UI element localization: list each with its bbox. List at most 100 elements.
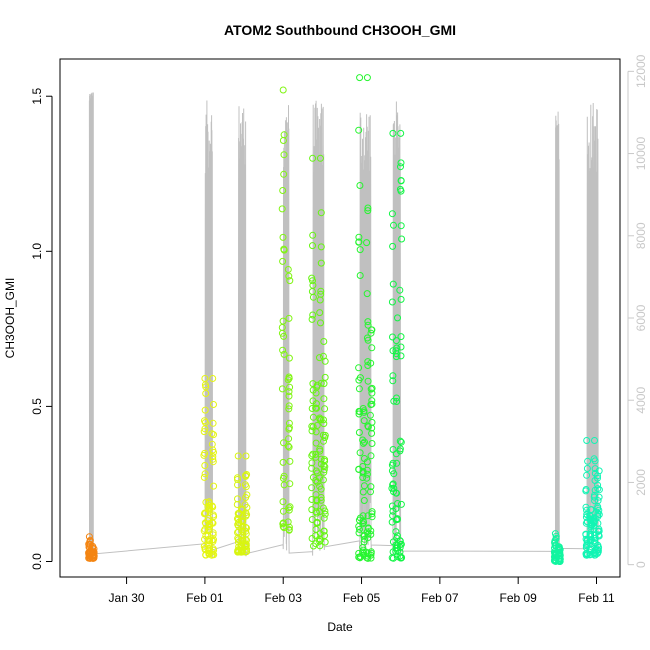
data-point — [285, 425, 293, 433]
data-point — [591, 491, 598, 499]
data-point — [242, 509, 250, 517]
data-point — [234, 536, 242, 544]
data-point — [389, 129, 397, 137]
data-point — [367, 531, 375, 538]
data-point — [320, 338, 328, 345]
data-point — [317, 494, 325, 501]
data-point — [285, 354, 293, 362]
data-point — [389, 372, 397, 380]
data-point — [363, 239, 371, 247]
data-point — [367, 452, 375, 460]
data-point — [594, 541, 601, 549]
data-point — [320, 527, 328, 535]
data-point — [308, 405, 316, 412]
data-point — [317, 287, 325, 295]
data-point — [393, 398, 401, 405]
data-point — [235, 511, 243, 519]
data-point — [209, 519, 217, 527]
data-point — [551, 556, 559, 564]
data-point — [388, 210, 396, 218]
data-point — [321, 538, 329, 546]
data-point — [234, 522, 242, 530]
data-point — [284, 266, 292, 273]
data-point — [368, 513, 376, 521]
data-point — [278, 205, 286, 213]
data-point — [279, 498, 287, 506]
data-point — [356, 525, 363, 533]
x-tick-label: Feb 03 — [265, 591, 303, 605]
data-point — [85, 533, 93, 541]
data-point — [355, 429, 363, 436]
data-point — [286, 277, 294, 285]
data-point — [278, 329, 286, 337]
x-tick-label: Feb 05 — [343, 591, 381, 605]
data-point — [389, 242, 397, 250]
data-point — [317, 485, 325, 493]
data-point — [594, 548, 602, 556]
data-point — [590, 455, 598, 463]
data-point — [367, 385, 375, 393]
data-point — [209, 529, 217, 537]
data-point — [397, 163, 404, 171]
x-axis-label: Date — [327, 620, 353, 634]
data-point — [243, 524, 250, 532]
data-point — [355, 238, 363, 246]
data-point — [364, 422, 372, 430]
data-point — [552, 535, 560, 542]
data-point — [396, 552, 404, 560]
data-point — [200, 510, 208, 518]
data-point — [285, 392, 293, 400]
data-point — [312, 467, 320, 475]
data-point — [389, 377, 397, 385]
data-point — [396, 544, 404, 551]
data-point — [320, 468, 328, 476]
data-point — [201, 470, 209, 478]
data-point — [320, 462, 328, 470]
data-point — [205, 541, 213, 549]
y2-tick-label: 6000 — [634, 304, 648, 331]
data-point — [285, 272, 293, 280]
data-point — [359, 463, 367, 470]
data-point — [90, 545, 98, 553]
x-tick-label: Feb 11 — [578, 591, 615, 605]
data-point — [397, 295, 405, 303]
data-point — [320, 420, 328, 428]
data-point — [242, 483, 250, 491]
data-point — [594, 485, 602, 493]
y-axis-label: CH3OOH_GMI — [3, 278, 17, 359]
data-point — [285, 523, 293, 531]
data-point — [280, 170, 288, 178]
data-point — [368, 397, 376, 405]
data-point — [594, 481, 602, 489]
data-point — [356, 272, 364, 279]
data-point — [308, 427, 316, 435]
data-point — [238, 535, 246, 543]
data-point — [321, 373, 329, 381]
data-point — [201, 425, 209, 433]
data-point — [368, 508, 376, 516]
data-point — [313, 383, 321, 391]
data-point — [321, 457, 329, 465]
y2-tick-label: 2000 — [634, 469, 648, 496]
y-tick-label: 0.5 — [30, 398, 44, 415]
y-tick-label: 1.5 — [30, 88, 44, 105]
data-point — [208, 430, 216, 438]
data-point — [309, 242, 316, 250]
flight-series-5 — [308, 154, 329, 550]
flight-series-1 — [85, 533, 98, 562]
data-point — [200, 451, 208, 459]
data-point — [551, 530, 559, 538]
data-point — [312, 400, 320, 408]
data-point — [364, 318, 372, 326]
data-point — [278, 385, 286, 393]
data-point — [319, 476, 327, 484]
data-point — [317, 496, 325, 504]
data-point — [356, 182, 364, 189]
data-point — [397, 438, 405, 446]
data-point — [359, 439, 367, 447]
plot-frame — [59, 58, 621, 578]
data-point — [388, 467, 396, 475]
data-point — [286, 503, 294, 511]
data-point — [359, 474, 367, 481]
data-point — [312, 540, 320, 548]
